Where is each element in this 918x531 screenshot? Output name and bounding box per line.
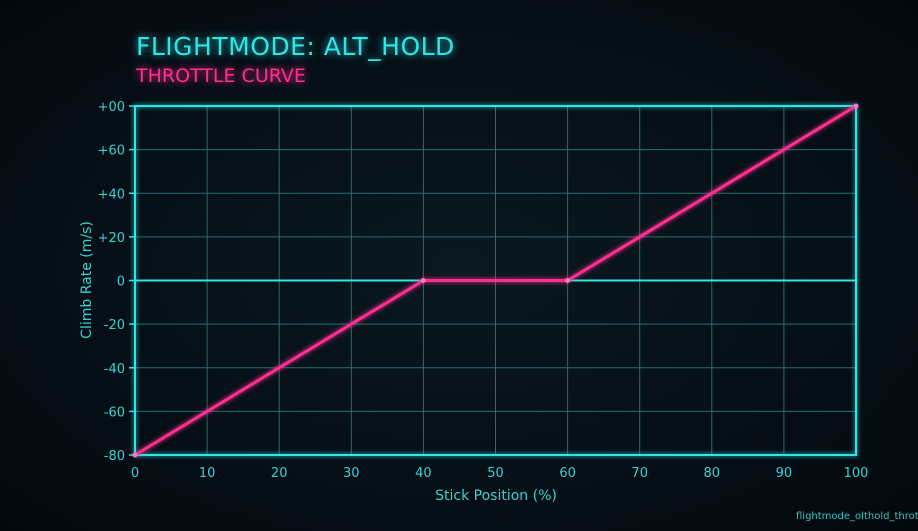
y-tick-label: -60 bbox=[104, 405, 125, 420]
x-tick-label: 60 bbox=[559, 466, 576, 481]
data-point bbox=[565, 278, 571, 283]
x-tick-label: 40 bbox=[415, 466, 432, 481]
y-tick-label: +20 bbox=[98, 231, 125, 246]
y-tick-label: -20 bbox=[104, 318, 125, 333]
y-axis-label: Climb Rate (m/s) bbox=[79, 221, 95, 339]
chart-title: FLIGHTMODE: ALT_HOLD bbox=[136, 32, 455, 61]
filename-label: flightmode_olthold_throttle_c bbox=[796, 511, 918, 522]
x-tick-label: 70 bbox=[631, 466, 648, 481]
y-tick-label: -80 bbox=[104, 449, 125, 464]
x-tick-label: 100 bbox=[844, 466, 869, 481]
y-tick-label: 0 bbox=[117, 275, 125, 290]
x-tick-label: 80 bbox=[704, 466, 721, 481]
y-tick-label: -40 bbox=[104, 362, 125, 377]
y-tick-label: +00 bbox=[98, 100, 125, 115]
data-point bbox=[853, 103, 859, 109]
chart-subtitle: THROTTLE CURVE bbox=[136, 65, 306, 87]
x-tick-label: 0 bbox=[131, 466, 139, 481]
data-point bbox=[132, 452, 138, 458]
x-tick-label: 90 bbox=[776, 466, 793, 481]
x-axis-label: Stick Position (%) bbox=[435, 488, 557, 504]
x-tick-label: 10 bbox=[199, 466, 216, 481]
y-tick-label: +40 bbox=[98, 187, 125, 202]
x-tick-label: 50 bbox=[487, 466, 504, 481]
x-tick-label: 30 bbox=[343, 466, 360, 481]
series-line bbox=[134, 104, 857, 457]
data-point bbox=[420, 278, 426, 283]
y-tick-label: +60 bbox=[98, 144, 125, 159]
x-tick-label: 20 bbox=[271, 466, 288, 481]
